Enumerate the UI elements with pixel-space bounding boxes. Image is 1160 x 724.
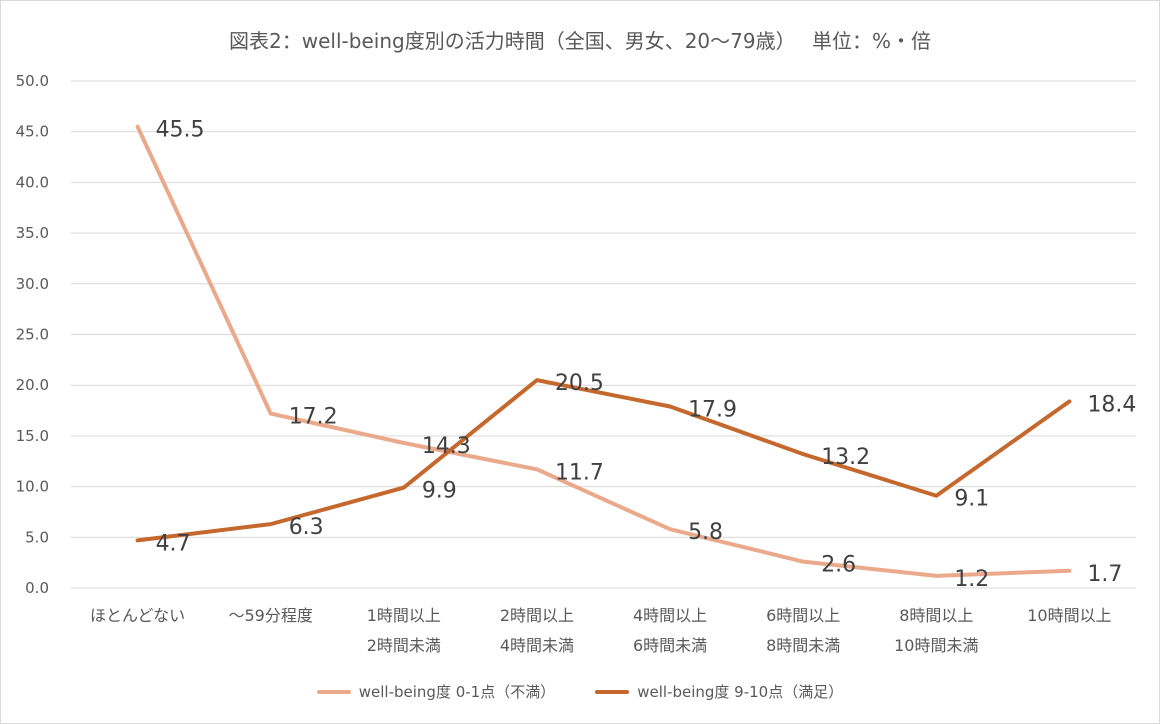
legend-item-series-2: well-being度 9-10点（満足） [595, 681, 843, 702]
data-label: 1.2 [954, 567, 989, 592]
data-label: 18.4 [1087, 392, 1136, 417]
x-category-label: 4時間以上 [633, 606, 707, 625]
x-category-label: 〜59分程度 [229, 606, 313, 625]
data-label: 5.8 [688, 520, 723, 545]
legend-item-series-1: well-being度 0-1点（不満） [316, 681, 556, 702]
x-category-label: 6時間以上 [766, 606, 840, 625]
data-label: 4.7 [156, 531, 191, 556]
y-tick-label: 35.0 [16, 224, 49, 242]
data-label: 6.3 [289, 515, 324, 540]
series-line-1 [135, 124, 1072, 578]
x-category-label: 2時間以上 [500, 606, 574, 625]
data-label: 9.9 [422, 479, 457, 504]
x-category-label: ほとんどない [90, 606, 185, 625]
y-tick-label: 10.0 [16, 478, 49, 496]
y-tick-label: 15.0 [16, 427, 49, 445]
y-tick-label: 50.0 [16, 72, 49, 90]
x-category-label: 8時間未満 [766, 636, 840, 655]
x-category-label: 4時間未満 [500, 636, 574, 655]
y-tick-label: 40.0 [16, 173, 49, 191]
legend-swatch-series-1 [316, 689, 351, 694]
chart-title: 図表2：well-being度別の活力時間（全国、男女、20〜79歳） 単位：%… [229, 29, 931, 53]
series-line-2 [135, 378, 1072, 543]
legend-label-series-2: well-being度 9-10点（満足） [637, 683, 844, 701]
data-label: 11.7 [555, 460, 604, 485]
y-tick-label: 45.0 [16, 123, 49, 141]
y-tick-label: 20.0 [16, 376, 49, 394]
y-tick-label: 0.0 [25, 579, 49, 597]
x-category-label: 10時間未満 [894, 636, 978, 655]
data-label: 1.7 [1087, 562, 1122, 587]
x-category-label: 8時間以上 [899, 606, 973, 625]
x-category-label: 10時間以上 [1027, 606, 1111, 625]
y-tick-label: 30.0 [16, 275, 49, 293]
data-label: 9.1 [954, 487, 989, 512]
data-label: 20.5 [555, 371, 604, 396]
legend-swatch-series-2 [595, 689, 630, 694]
legend-label-series-1: well-being度 0-1点（不満） [358, 683, 556, 701]
data-label: 2.6 [821, 553, 856, 578]
x-category-label: 2時間未満 [367, 636, 441, 655]
x-category-label: 6時間未満 [633, 636, 707, 655]
x-category-label: 1時間以上 [367, 606, 441, 625]
legend: well-being度 0-1点（不満） well-being度 9-10点（満… [1, 681, 1159, 702]
data-label: 14.3 [422, 434, 471, 459]
data-label: 13.2 [821, 445, 870, 470]
y-tick-label: 5.0 [25, 528, 49, 546]
data-label: 17.9 [688, 397, 737, 422]
y-tick-label: 25.0 [16, 326, 49, 344]
data-label: 17.2 [289, 405, 338, 430]
data-label: 45.5 [156, 118, 205, 143]
